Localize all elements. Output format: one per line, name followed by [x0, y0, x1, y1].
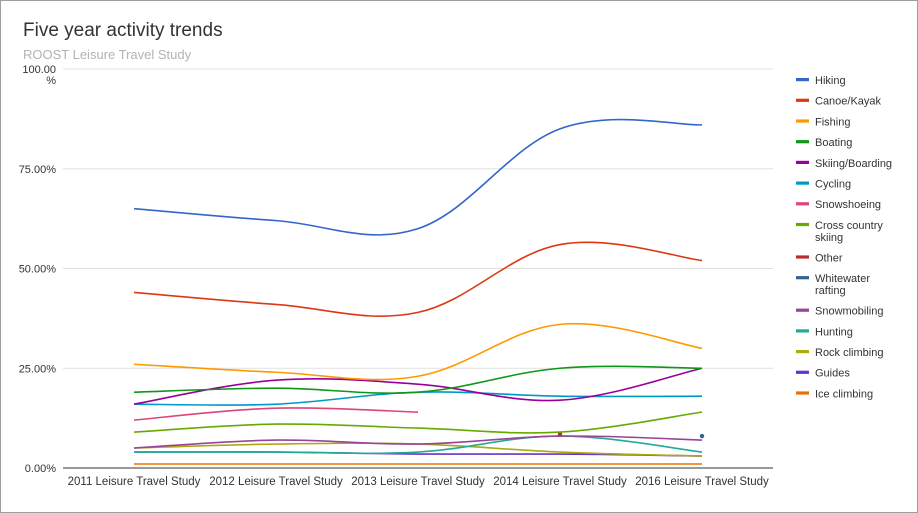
y-tick-label: 25.00%	[19, 363, 57, 375]
legend-swatch	[796, 140, 809, 144]
legend-label: Snowshoeing	[815, 199, 881, 211]
legend-item-fishing[interactable]: Fishing	[796, 116, 850, 128]
legend-swatch	[796, 350, 809, 354]
legend-label: Rock climbing	[815, 347, 883, 359]
y-unit-label: %	[46, 75, 56, 87]
legend-item-cycling[interactable]: Cycling	[796, 179, 851, 191]
series-line-hunting[interactable]	[133, 435, 703, 455]
legend-item-hiking[interactable]: Hiking	[796, 75, 846, 87]
y-tick-label: 50.00%	[19, 264, 57, 276]
legend-label: rafting	[815, 285, 846, 297]
series-line-boating[interactable]	[133, 365, 703, 394]
legend-item-ice-climbing[interactable]: Ice climbing	[796, 388, 873, 400]
series-point-other[interactable]	[557, 431, 563, 437]
legend-label: Whitewater	[815, 273, 870, 285]
series-line-skiing-boarding[interactable]	[133, 367, 703, 405]
chart-title: Five year activity trends	[23, 20, 223, 41]
legend-item-rock-climbing[interactable]: Rock climbing	[796, 347, 883, 359]
legend-label: Canoe/Kayak	[815, 96, 882, 108]
series-line-cycling[interactable]	[133, 391, 703, 406]
legend-label: Cross country	[815, 220, 883, 232]
series-line-snowshoeing[interactable]	[133, 407, 419, 421]
legend-label: skiing	[815, 232, 843, 244]
x-tick-label: 2013 Leisure Travel Study	[351, 476, 485, 488]
legend-item-skiing-boarding[interactable]: Skiing/Boarding	[796, 158, 892, 170]
legend-item-guides[interactable]: Guides	[796, 368, 850, 380]
legend-label: Other	[815, 252, 843, 264]
legend-label: Snowmobiling	[815, 306, 883, 318]
legend-swatch	[796, 160, 809, 164]
y-tick-label: 75.00%	[19, 164, 57, 176]
legend-swatch	[796, 276, 809, 280]
legend-label: Ice climbing	[815, 388, 873, 400]
legend-item-snowmobiling[interactable]: Snowmobiling	[796, 306, 883, 318]
gridlines	[63, 68, 773, 469]
legend-label: Skiing/Boarding	[815, 158, 892, 170]
legend-label: Hiking	[815, 75, 846, 87]
y-tick-label: 0.00%	[25, 463, 56, 475]
legend-item-boating[interactable]: Boating	[796, 137, 852, 149]
legend-label: Boating	[815, 137, 852, 149]
legend-label: Cycling	[815, 179, 851, 191]
legend-swatch	[796, 391, 809, 395]
legend-label: Fishing	[815, 116, 850, 128]
x-tick-label: 2014 Leisure Travel Study	[493, 476, 627, 488]
series-line-hiking[interactable]	[133, 118, 703, 236]
series-point-whitewater-rafting[interactable]	[699, 433, 705, 439]
legend-swatch	[796, 370, 809, 374]
legend-swatch	[796, 222, 809, 227]
series-lines	[133, 118, 705, 465]
x-tick-label: 2012 Leisure Travel Study	[209, 476, 343, 488]
legend-swatch	[796, 181, 809, 185]
x-tick-label: 2016 Leisure Travel Study	[635, 476, 769, 488]
series-line-cross-country-skiing[interactable]	[133, 411, 703, 434]
legend-label: Hunting	[815, 326, 853, 338]
axis-labels: 0.00% 25.00% 50.00% 75.00% 100.00% 2011 Leisu…	[19, 64, 769, 488]
legend-item-other[interactable]: Other	[796, 252, 843, 264]
legend-swatch	[796, 78, 809, 82]
legend-swatch	[796, 98, 809, 102]
legend-swatch	[796, 202, 809, 206]
series-line-snowmobiling[interactable]	[133, 435, 703, 449]
y-tick-label: 100.00	[22, 64, 56, 76]
legend-label: Guides	[815, 368, 850, 380]
series-line-fishing[interactable]	[133, 322, 703, 381]
x-tick-label: 2011 Leisure Travel Study	[68, 476, 201, 488]
legend-swatch	[796, 329, 809, 333]
legend-swatch	[796, 308, 809, 312]
legend-swatch	[796, 119, 809, 123]
legend: Hiking Canoe/Kayak Fishing Boating Skiing/Bo…	[796, 75, 892, 400]
legend-item-snowshoeing[interactable]: Snowshoeing	[796, 199, 881, 211]
legend-item-hunting[interactable]: Hunting	[796, 326, 853, 338]
legend-swatch	[796, 255, 809, 259]
legend-item-canoe-kayak[interactable]: Canoe/Kayak	[796, 96, 882, 108]
chart-subtitle: ROOST Leisure Travel Study	[23, 47, 192, 62]
series-line-canoe-kayak[interactable]	[133, 241, 703, 317]
